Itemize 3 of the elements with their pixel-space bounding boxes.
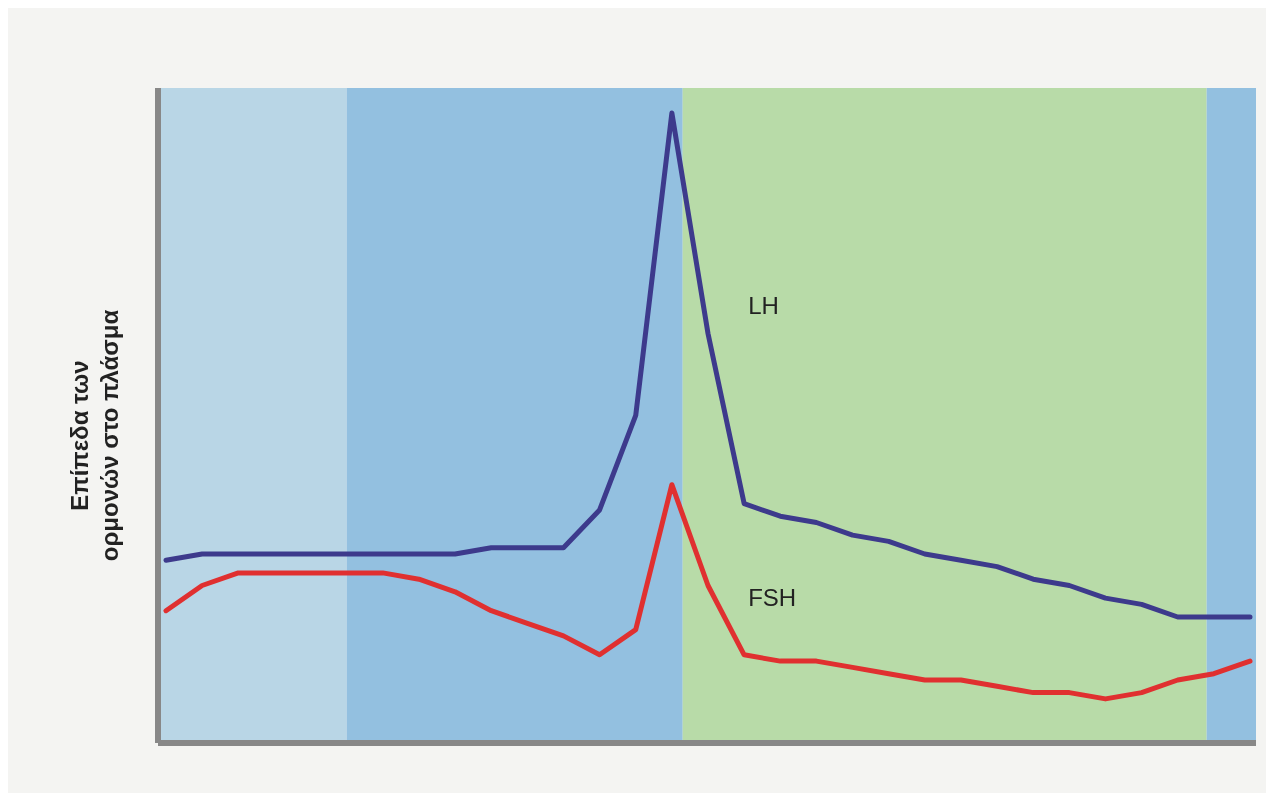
y-axis-title: Επίπεδα των ορμονών στο πλάσμα xyxy=(66,309,123,562)
series-label: LH xyxy=(748,291,779,319)
series-label: FSH xyxy=(748,583,797,611)
